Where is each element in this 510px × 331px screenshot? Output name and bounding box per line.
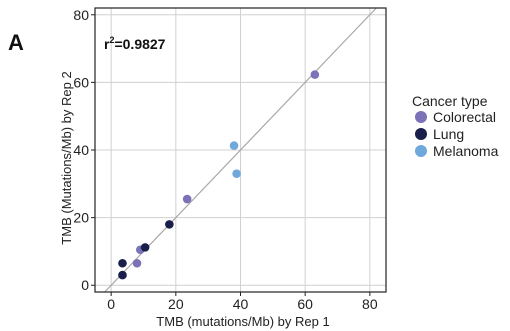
legend-label-melanoma: Melanoma bbox=[433, 143, 499, 159]
legend-label-lung: Lung bbox=[433, 126, 464, 142]
data-points bbox=[118, 70, 320, 280]
y-tick-label: 60 bbox=[73, 74, 89, 90]
data-point-colorectal bbox=[132, 258, 142, 268]
data-point-lung bbox=[118, 270, 127, 280]
data-point-colorectal bbox=[310, 70, 320, 79]
r-squared-annotation: r2=0.9827 bbox=[104, 35, 166, 52]
y-axis-title: TMB (Mutations/Mb) by Rep 2 bbox=[59, 71, 74, 244]
data-point-melanoma bbox=[232, 169, 241, 178]
data-point-lung bbox=[165, 220, 174, 229]
grid-lines bbox=[95, 8, 386, 292]
data-point-lung bbox=[140, 243, 150, 252]
x-axis-title: TMB (mutations/Mb) by Rep 1 bbox=[156, 314, 329, 329]
y-tick-label: 40 bbox=[73, 142, 89, 158]
y-tick-label: 0 bbox=[81, 277, 89, 293]
data-point-colorectal bbox=[182, 194, 192, 204]
data-point-melanoma bbox=[229, 141, 239, 150]
identity-line bbox=[104, 7, 377, 293]
legend-swatch-melanoma bbox=[415, 145, 427, 157]
x-tick-label: 80 bbox=[362, 296, 378, 312]
y-tick-label: 80 bbox=[73, 7, 89, 23]
panel-label: A bbox=[8, 30, 24, 55]
legend-swatch-colorectal bbox=[415, 111, 427, 123]
legend-label-colorectal: Colorectal bbox=[433, 109, 496, 125]
y-tick-label: 20 bbox=[73, 210, 89, 226]
x-tick-label: 20 bbox=[168, 296, 184, 312]
legend-swatch-lung bbox=[415, 128, 427, 140]
x-tick-label: 40 bbox=[233, 296, 249, 312]
legend-title: Cancer type bbox=[412, 93, 488, 109]
x-tick-label: 0 bbox=[107, 296, 115, 312]
data-point-lung bbox=[118, 258, 127, 268]
x-tick-label: 60 bbox=[297, 296, 313, 312]
axis-ticks: 0 20 40 60 80 0 20 40 60 80 bbox=[73, 7, 377, 312]
